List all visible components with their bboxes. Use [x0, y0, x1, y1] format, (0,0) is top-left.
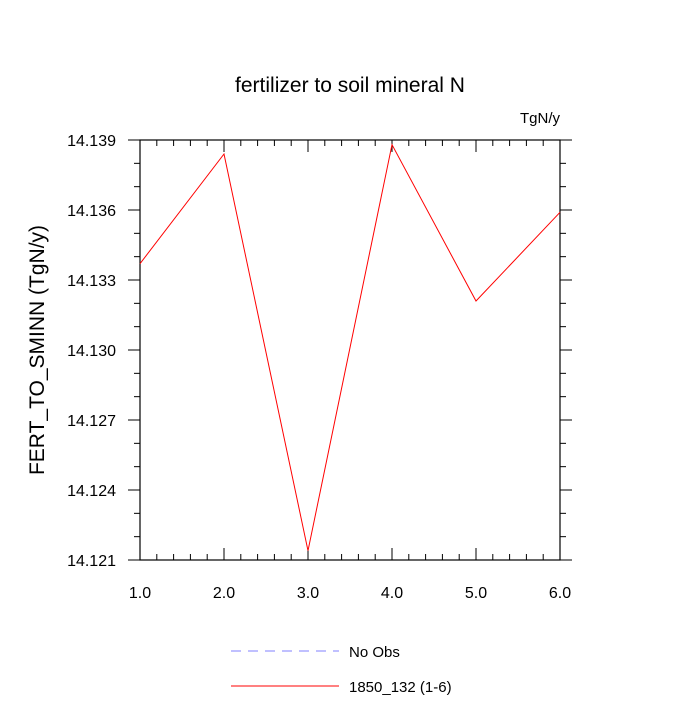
y-tick-label: 14.136 — [67, 203, 116, 220]
chart-title: fertilizer to soil mineral N — [235, 74, 465, 97]
units-label: TgN/y — [520, 110, 561, 127]
ticks-layer: 1.0 2.0 3.0 4.0 5.0 6.0 14.121 14.124 14.127 14.1… — [67, 133, 572, 602]
x-tick-label: 5.0 — [465, 585, 487, 602]
y-tick-label: 14.127 — [67, 413, 116, 430]
x-tick-label: 3.0 — [297, 585, 319, 602]
legend-label: 1850_132 (1-6) — [349, 679, 452, 696]
legend-label: No Obs — [349, 644, 400, 661]
y-tick-label: 14.124 — [67, 483, 116, 500]
x-tick-label: 2.0 — [213, 585, 235, 602]
y-tick-label: 14.121 — [67, 553, 116, 570]
x-tick-label: 6.0 — [549, 585, 571, 602]
x-tick-label: 1.0 — [129, 585, 151, 602]
series-line — [139, 143, 561, 551]
series-layer — [139, 143, 561, 551]
legend: No Obs 1850_132 (1-6) — [231, 644, 452, 696]
y-tick-label: 14.133 — [67, 273, 116, 290]
y-tick-label: 14.130 — [67, 343, 116, 360]
x-tick-label: 4.0 — [381, 585, 403, 602]
y-tick-label: 14.139 — [67, 133, 116, 150]
y-axis-label: FERT_TO_SMINN (TgN/y) — [26, 225, 49, 475]
